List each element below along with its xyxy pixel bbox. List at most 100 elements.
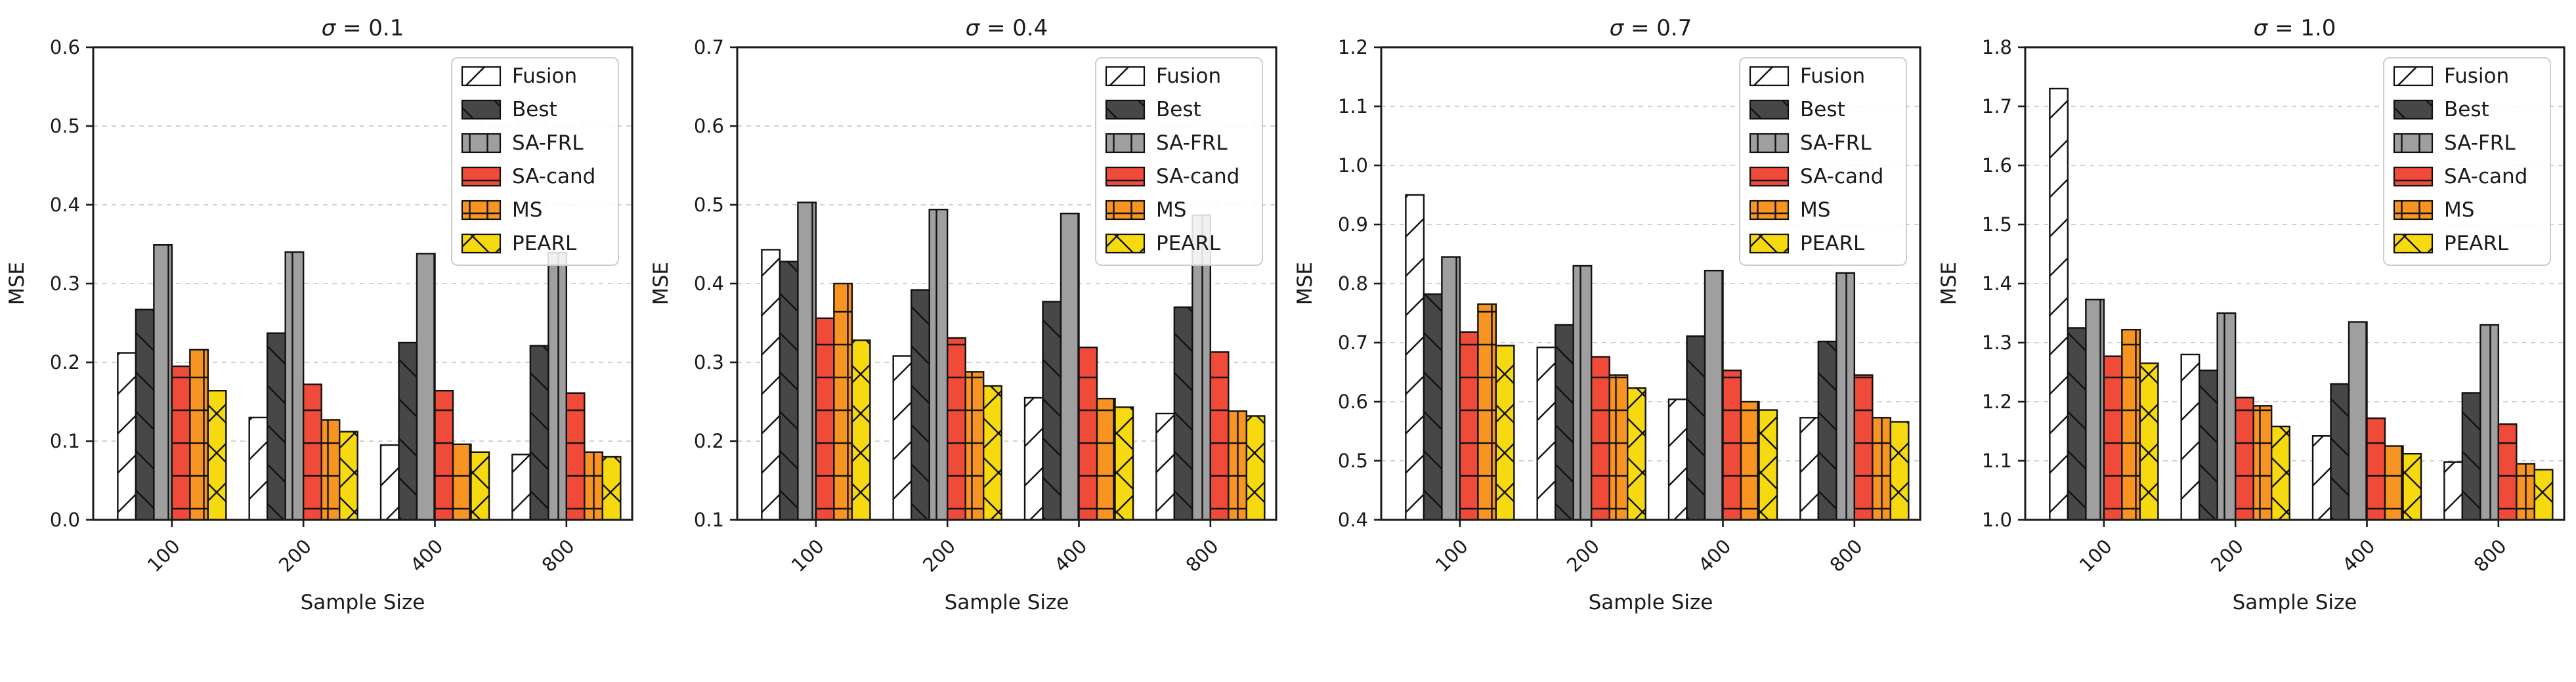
y-tick-label: 1.1: [1982, 450, 2012, 472]
legend-label-SA-cand: SA-cand: [1800, 165, 1883, 188]
legend-label-Best: Best: [1156, 98, 1201, 121]
bar-hatch: [1210, 352, 1229, 520]
legend-swatch-hatch: [2394, 234, 2432, 253]
bar-hatch: [1025, 398, 1043, 520]
bar-hatch: [1686, 336, 1706, 520]
bar-hatch: [207, 391, 226, 520]
legend-swatch-hatch: [462, 234, 500, 253]
legend-label-MS: MS: [1800, 198, 1830, 222]
x-tick-label: 400: [1694, 535, 1735, 576]
y-tick-label: 0.9: [1338, 213, 1368, 236]
legend-label-Fusion: Fusion: [1156, 64, 1221, 88]
bar-hatch: [2217, 313, 2236, 520]
bar-hatch: [566, 393, 585, 520]
bar-hatch: [1246, 416, 1265, 520]
chart-sigma-0.1: 0.0 0.1 0.2 0.3 0.4 0.5 0.6 100 200 400 800 Sample …: [5, 15, 633, 614]
bar-hatch: [1174, 307, 1193, 520]
x-tick-label: 200: [274, 535, 316, 576]
bar-hatch: [965, 372, 984, 520]
x-tick-label: 400: [1050, 535, 1091, 576]
bar-hatch: [1705, 270, 1723, 520]
bar-hatch: [1627, 388, 1646, 520]
bar-hatch: [2444, 461, 2462, 520]
bar-hatch: [2067, 328, 2086, 520]
subplot-1: 0.0 0.1 0.2 0.3 0.4 0.5 0.6 100 200 400 800 Sample …: [0, 0, 644, 679]
bar-hatch: [2181, 354, 2200, 520]
bar-hatch: [190, 349, 208, 520]
y-tick-label: 0.2: [50, 351, 80, 373]
legend-label-Best: Best: [512, 98, 557, 121]
bar-hatch: [398, 343, 418, 520]
y-tick-label: 0.1: [694, 509, 724, 531]
x-axis-label: Sample Size: [2233, 591, 2357, 614]
legend-label-SA-FRL: SA-FRL: [512, 131, 584, 155]
legend-label-Fusion: Fusion: [1800, 64, 1865, 88]
x-tick-label: 100: [787, 535, 828, 576]
subplot-title: σ = 0.1: [322, 15, 404, 41]
legend-swatch-hatch: [2394, 100, 2432, 119]
x-tick-label: 200: [918, 535, 960, 576]
x-tick-label: 800: [2470, 535, 2511, 576]
y-tick-label: 1.0: [1982, 509, 2012, 531]
legend-label-MS: MS: [1156, 198, 1186, 222]
bar-hatch: [1836, 272, 1855, 520]
legend-swatch-hatch: [462, 67, 500, 85]
y-tick-label: 0.5: [50, 115, 80, 137]
bar-hatch: [1423, 294, 1442, 520]
bar-hatch: [779, 261, 798, 520]
y-axis-label: MSE: [649, 262, 673, 305]
bar-hatch: [2480, 325, 2499, 520]
bar-hatch: [1759, 410, 1778, 520]
bar-hatch: [893, 356, 912, 520]
bar-hatch: [602, 457, 621, 520]
bar-hatch: [1573, 266, 1592, 520]
bar-hatch: [1097, 398, 1115, 520]
bar-hatch: [2050, 89, 2068, 520]
legend-label-MS: MS: [2444, 198, 2474, 222]
legend-label-SA-cand: SA-cand: [512, 165, 595, 188]
bar-hatch: [2313, 436, 2331, 520]
x-tick-label: 200: [2206, 535, 2248, 576]
legend-label-SA-cand: SA-cand: [1156, 165, 1239, 188]
chart-sigma-0.4: 0.1 0.2 0.3 0.4 0.5 0.6 0.7 100 200 400 800 Sample …: [649, 15, 1277, 614]
x-tick-label: 100: [143, 535, 184, 576]
subplot-4: 1.0 1.1 1.2 1.3 1.4 1.5 1.6 1.7 1.8 100 200 400 800 S…: [1932, 0, 2576, 679]
bar-hatch: [548, 253, 567, 520]
y-tick-label: 0.7: [1338, 331, 1368, 354]
legend-swatch-hatch: [1106, 134, 1144, 152]
chart-sigma-0.7: 0.4 0.5 0.6 0.7 0.8 0.9 1.0 1.1 1.2 100 200 400 800 S…: [1293, 15, 1921, 614]
x-tick-label: 100: [1431, 535, 1472, 576]
y-tick-label: 1.1: [1338, 95, 1368, 117]
x-tick-label: 200: [1562, 535, 1604, 576]
legend-label-PEARL: PEARL: [1800, 232, 1865, 255]
bar-hatch: [1228, 411, 1247, 520]
legend-label-PEARL: PEARL: [2444, 232, 2509, 255]
bar-hatch: [1495, 345, 1514, 520]
bar-hatch: [1872, 417, 1891, 520]
bar-hatch: [2516, 463, 2535, 520]
bar-hatch: [1800, 417, 1818, 520]
bar-hatch: [584, 452, 603, 520]
bar-hatch: [983, 386, 1002, 520]
bar-hatch: [929, 209, 948, 520]
y-tick-label: 1.2: [1338, 36, 1368, 58]
subplot-2: 0.1 0.2 0.3 0.4 0.5 0.6 0.7 100 200 400 800 Sample …: [644, 0, 1288, 679]
bar-hatch: [2271, 426, 2290, 520]
legend-swatch-hatch: [2394, 134, 2432, 152]
y-axis-label: MSE: [1293, 262, 1317, 305]
bar-hatch: [1115, 407, 1134, 520]
bar-hatch: [2330, 384, 2350, 520]
legend-label-Best: Best: [1800, 98, 1845, 121]
bar-hatch: [2349, 322, 2367, 520]
legend-swatch-hatch: [2394, 201, 2432, 219]
bar-hatch: [135, 309, 154, 520]
bar-hatch: [249, 417, 268, 520]
y-tick-label: 1.7: [1982, 95, 2012, 117]
bar-hatch: [851, 340, 870, 520]
legend-swatch-hatch: [462, 100, 500, 119]
legend-label-SA-cand: SA-cand: [2444, 165, 2527, 188]
bar-hatch: [2139, 363, 2158, 520]
legend-swatch-hatch: [1106, 234, 1144, 253]
bar-hatch: [267, 333, 286, 520]
